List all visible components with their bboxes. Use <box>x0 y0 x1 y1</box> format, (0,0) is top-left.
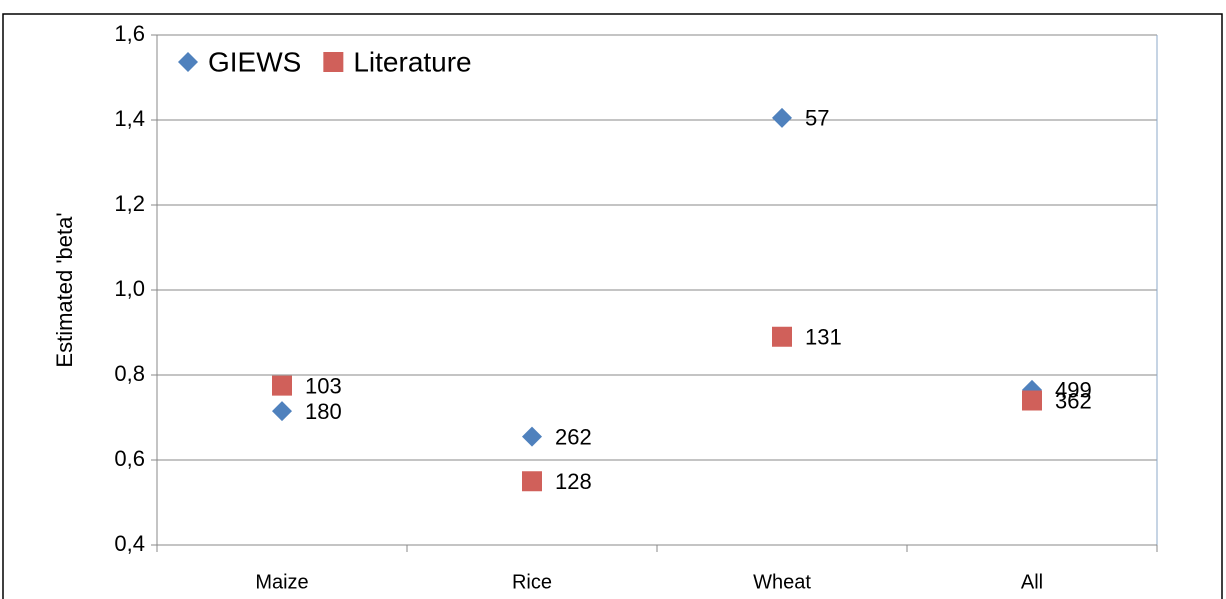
x-tick-label: Maize <box>255 571 308 593</box>
point <box>522 426 542 447</box>
y-tick-label: 1,4 <box>114 106 145 131</box>
y-tick-label: 1,2 <box>114 191 145 216</box>
count-label: 499 <box>1055 378 1092 403</box>
point <box>772 326 792 347</box>
y-axis-label: Estimated 'beta' <box>52 212 77 367</box>
point <box>522 471 542 492</box>
count-label: 362 <box>1055 388 1092 413</box>
x-tick-label: Wheat <box>753 571 811 593</box>
count-label: 131 <box>805 325 842 350</box>
y-tick-label: 1,0 <box>114 276 145 301</box>
point <box>772 107 792 128</box>
count-label: 262 <box>555 424 592 449</box>
legend-marker <box>178 52 198 72</box>
y-tick-label: 0,4 <box>114 531 145 556</box>
x-tick-label: All <box>1021 571 1043 593</box>
legend-label: Literature <box>353 46 471 77</box>
point <box>272 375 292 396</box>
count-label: 103 <box>305 373 342 398</box>
count-label: 180 <box>305 399 342 424</box>
legend-label: GIEWS <box>208 46 301 77</box>
y-tick-label: 1,6 <box>114 21 145 46</box>
legend-marker <box>323 52 344 72</box>
count-label: 57 <box>805 106 829 131</box>
frame <box>2 13 1223 599</box>
count-label: 128 <box>555 469 592 494</box>
point <box>1022 390 1042 411</box>
y-tick-label: 0,6 <box>114 446 145 471</box>
point <box>272 401 292 422</box>
y-tick-label: 0,8 <box>114 361 145 386</box>
x-tick-label: Rice <box>512 571 552 593</box>
